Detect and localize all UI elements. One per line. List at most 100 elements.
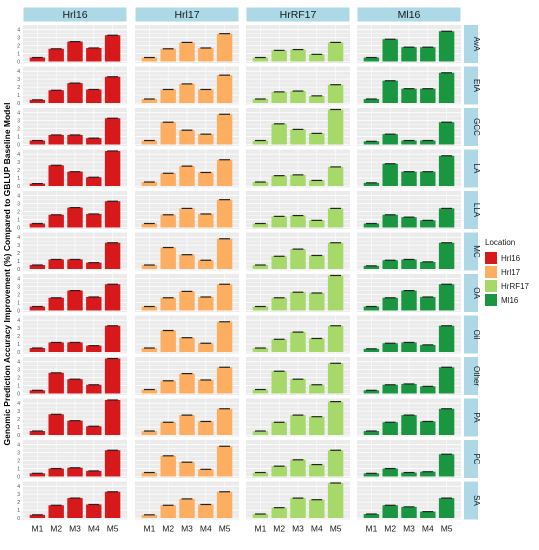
bar — [104, 35, 121, 62]
column-strip — [134, 6, 240, 23]
bar — [252, 389, 269, 394]
bar — [438, 498, 455, 518]
bar — [179, 498, 195, 518]
bar — [401, 342, 417, 352]
bar — [160, 122, 176, 145]
x-axis: 0 1 2 3 4 0 1 2 3 4 0 1 2 3 4 0 1 2 3 4 0 1 2 3 4 0 1 2 3 4 0 1 2 3 4 0 1 2 3 4… — [17, 28, 453, 534]
y-tick-label: 2 — [17, 334, 20, 340]
legend-swatch — [485, 266, 497, 278]
y-tick-label: 4 — [17, 443, 20, 449]
bar — [363, 57, 380, 62]
y-tick-label: 2 — [17, 293, 20, 299]
bar — [401, 415, 417, 435]
y-tick-label: 2 — [17, 500, 20, 506]
bar — [309, 255, 325, 269]
column-strip-label: HrRF17 — [280, 9, 317, 21]
bar — [141, 223, 158, 228]
x-tick-label: M5 — [107, 524, 119, 534]
bar — [401, 171, 417, 186]
bar — [216, 199, 233, 228]
bar — [104, 118, 121, 145]
bar — [29, 431, 46, 435]
bar — [363, 473, 380, 477]
row-strip-label: Other — [472, 366, 481, 386]
bar — [179, 254, 195, 269]
bar — [290, 459, 306, 477]
bar — [48, 90, 64, 103]
bar — [290, 249, 306, 269]
bar — [141, 389, 158, 394]
y-tick-label: 1 — [17, 508, 20, 514]
y-tick-label: 3 — [17, 160, 20, 166]
bar — [271, 339, 287, 352]
bar — [198, 213, 214, 228]
y-tick-label: 3 — [17, 202, 20, 208]
bar — [29, 183, 46, 186]
bar — [252, 472, 269, 477]
bar — [327, 242, 344, 269]
bar — [141, 472, 158, 477]
bar — [309, 95, 325, 103]
bar — [160, 422, 176, 435]
bar — [420, 140, 436, 145]
y-tick-label: 3 — [17, 326, 20, 332]
y-tick-label: 0 — [17, 516, 20, 522]
row-strip — [464, 398, 478, 437]
x-tick-label: M1 — [365, 524, 377, 534]
y-tick-label: 2 — [17, 44, 20, 50]
bar — [252, 514, 269, 518]
legend-label: Ml16 — [501, 296, 519, 305]
bar — [179, 462, 195, 477]
bar — [327, 363, 344, 394]
bar — [401, 140, 417, 145]
bar — [290, 292, 306, 311]
row-strip — [464, 66, 478, 105]
bar — [420, 511, 436, 518]
bar — [86, 504, 102, 518]
bar — [216, 159, 233, 186]
bar — [29, 514, 46, 518]
bar — [327, 275, 344, 311]
bar — [252, 99, 269, 103]
bar — [252, 182, 269, 186]
bar — [141, 348, 158, 352]
y-tick-label: 4 — [17, 401, 20, 407]
bar — [327, 42, 344, 62]
bar — [141, 57, 158, 62]
bar — [48, 165, 64, 186]
bar — [420, 171, 436, 186]
y-tick-label: 1 — [17, 93, 20, 99]
column-strip — [245, 6, 351, 23]
y-tick-label: 2 — [17, 168, 20, 174]
y-tick-label: 2 — [17, 459, 20, 465]
bar — [48, 48, 64, 62]
y-tick-label: 4 — [17, 111, 20, 117]
row-strip — [464, 191, 478, 229]
y-tick-label: 0 — [17, 309, 20, 315]
bar — [271, 91, 287, 103]
bar — [252, 348, 269, 352]
bar — [309, 293, 325, 311]
bar — [160, 297, 176, 311]
bar — [363, 223, 380, 228]
bar — [382, 80, 398, 103]
bar — [29, 348, 46, 352]
row-strip — [464, 481, 478, 520]
bar — [104, 242, 121, 269]
bar — [271, 175, 287, 186]
row-strip-labels: AvA EtA GCC LA LLA MC OA Oil Other PA PC SA — [464, 25, 481, 520]
bar — [420, 421, 436, 435]
bar — [271, 50, 287, 62]
bar — [198, 504, 214, 518]
x-tick-label: M3 — [69, 524, 81, 534]
bar — [179, 291, 195, 311]
bar — [309, 54, 325, 62]
y-tick-label: 0 — [17, 143, 20, 149]
legend-swatch — [485, 252, 497, 264]
column-strip-label: Ml16 — [398, 9, 421, 21]
bar — [382, 214, 398, 228]
x-tick-label: M3 — [292, 524, 304, 534]
bar — [252, 140, 269, 145]
bar — [104, 450, 121, 477]
